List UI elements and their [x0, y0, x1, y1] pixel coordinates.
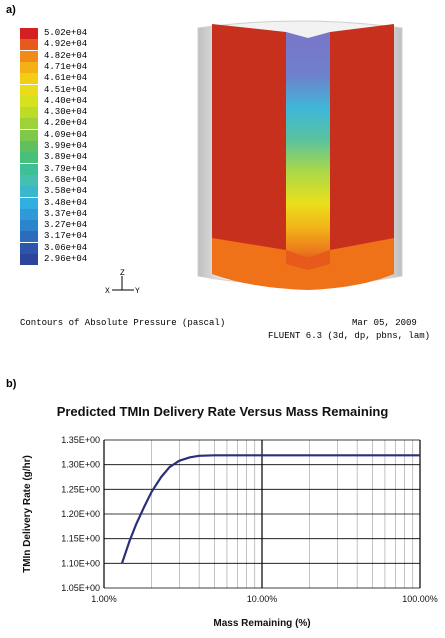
- colorbar-swatch: [20, 254, 38, 265]
- chart-grid: [103, 439, 421, 589]
- colorbar-swatch: [20, 95, 38, 107]
- colorbar-label: 4.51e+04: [44, 84, 88, 95]
- colorbar-swatch: [20, 197, 38, 209]
- delivery-rate-chart: 1.05E+00 1.10E+00 1.15E+00 1.20E+00 1.25E+00…: [22, 435, 438, 629]
- colorbar-swatch: [20, 208, 38, 220]
- x-axis-title: Mass Remaining (%): [213, 618, 310, 629]
- colorbar-label: 3.68e+04: [44, 174, 88, 185]
- colorbar-label: 4.20e+04: [44, 118, 88, 129]
- colorbar-swatch: [20, 84, 38, 96]
- colorbar-swatch: [20, 186, 38, 198]
- triad-x-label: X: [105, 287, 110, 296]
- panel-b-label: b): [6, 378, 17, 390]
- chart-series: [120, 454, 420, 564]
- colorbar-swatch: [20, 242, 38, 254]
- colorbar-label: 4.40e+04: [44, 95, 88, 106]
- y-tick-label: 1.10E+00: [61, 558, 100, 568]
- colorbar-label: 4.92e+04: [44, 39, 88, 50]
- colorbar-swatch: [20, 28, 38, 39]
- colorbar-label: 3.79e+04: [44, 163, 88, 174]
- y-tick-label: 1.35E+00: [61, 435, 100, 445]
- x-tick-label: 1.00%: [91, 594, 117, 604]
- colorbar-swatch: [20, 73, 38, 85]
- colorbar-label: 4.30e+04: [44, 107, 88, 118]
- colorbar-label: 3.58e+04: [44, 186, 88, 197]
- colorbar-swatch: [20, 50, 38, 62]
- contour-caption: Contours of Absolute Pressure (pascal): [20, 318, 226, 328]
- colorbar-label: 5.02e+04: [44, 28, 88, 38]
- colorbar-label: 4.61e+04: [44, 73, 88, 84]
- colorbar-swatch: [20, 61, 38, 73]
- right-plane-high-pressure: [330, 24, 394, 274]
- x-tick-label: 10.00%: [247, 594, 278, 604]
- colorbar-swatch: [20, 220, 38, 232]
- triad-z-label: Z: [120, 269, 125, 278]
- y-axis-title: TMIn Delivery Rate (g/hr): [22, 455, 33, 573]
- delivery-rate-line: [120, 454, 420, 564]
- colorbar-label: 4.82e+04: [44, 50, 88, 61]
- colorbar-label: 4.09e+04: [44, 129, 88, 140]
- colorbar-label: 3.48e+04: [44, 197, 88, 208]
- panel-a-label: a): [6, 4, 16, 16]
- colorbar-label: 3.27e+04: [44, 220, 88, 231]
- y-tick-label: 1.15E+00: [61, 534, 100, 544]
- colorbar-swatch: [20, 39, 38, 51]
- colorbar-label: 3.37e+04: [44, 208, 88, 219]
- center-column-gradient: [286, 32, 330, 270]
- y-tick-label: 1.25E+00: [61, 484, 100, 494]
- left-plane-high-pressure: [212, 24, 286, 274]
- date-caption: Mar 05, 2009: [352, 318, 417, 328]
- colorbar-swatch: [20, 152, 38, 164]
- fluent-caption: FLUENT 6.3 (3d, dp, pbns, lam): [268, 331, 431, 341]
- y-tick-label: 1.20E+00: [61, 509, 100, 519]
- colorbar-swatch: [20, 118, 38, 130]
- colorbar-swatch: [20, 141, 38, 152]
- colorbar-swatch: [20, 129, 38, 141]
- colorbar-swatch: [20, 107, 38, 119]
- colorbar-label: 2.96e+04: [44, 254, 88, 264]
- colorbar-swatch: [20, 231, 38, 243]
- colorbar-label: 3.89e+04: [44, 152, 88, 163]
- triad-y-label: Y: [135, 287, 140, 296]
- colorbar-swatch: [20, 163, 38, 175]
- x-tick-label: 100.00%: [402, 594, 438, 604]
- colorbar-label: 3.99e+04: [44, 141, 88, 151]
- bottom-center-shade: [286, 250, 330, 270]
- axis-triad-icon: Z Y X: [105, 269, 140, 296]
- colorbar-label: 3.17e+04: [44, 231, 88, 242]
- pressure-contour-render: [197, 20, 403, 290]
- chart-ticks: 1.05E+00 1.10E+00 1.15E+00 1.20E+00 1.25E+00…: [61, 435, 438, 604]
- colorbar-label: 4.71e+04: [44, 61, 88, 72]
- colorbar-swatch: [20, 174, 38, 186]
- axis-triad: Z Y X: [104, 268, 144, 298]
- colorbar-label: 3.06e+04: [44, 242, 88, 253]
- chart-title: Predicted TMIn Delivery Rate Versus Mass…: [56, 404, 389, 419]
- y-tick-label: 1.05E+00: [61, 583, 100, 593]
- y-tick-label: 1.30E+00: [61, 460, 100, 470]
